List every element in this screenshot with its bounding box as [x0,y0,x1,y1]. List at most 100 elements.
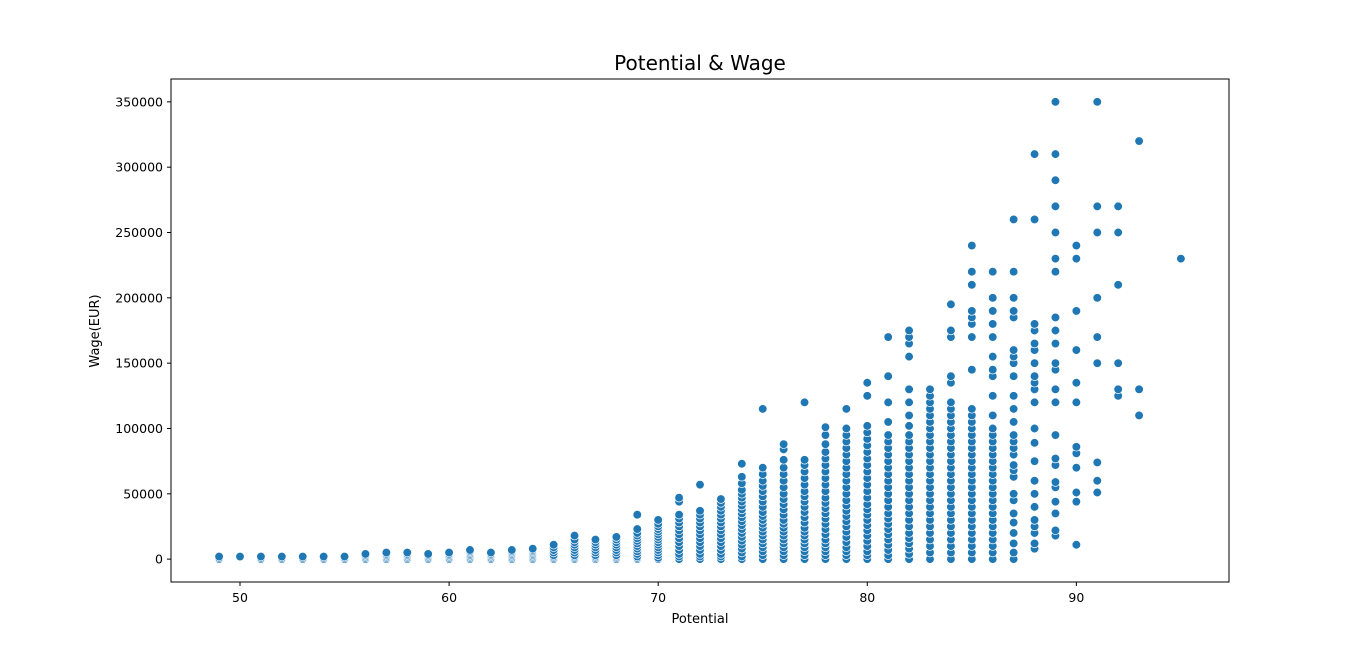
scatter-point [1029,149,1040,159]
scatter-point [256,551,266,562]
scatter-point [1008,430,1019,440]
scatter-point [1113,227,1123,238]
scatter-point [1050,253,1061,264]
scatter-point [1050,384,1061,394]
scatter-point [1092,293,1102,303]
scatter-point [674,493,684,503]
scatter-point [988,306,998,316]
scatter-point [507,545,517,555]
scatter-point [883,430,893,440]
x-tick-label: 70 [650,590,666,605]
scatter-point [339,551,350,562]
scatter-point [1050,312,1061,323]
scatter-point [1134,384,1144,394]
chart-title: Potential & Wage [614,51,786,75]
scatter-point [1029,423,1040,434]
x-axis-label: Potential [672,612,729,627]
scatter-point [1029,397,1040,408]
points-layer [214,97,1186,564]
scatter-point [1050,477,1061,487]
scatter-point [1092,487,1102,498]
scatter-point [423,549,433,559]
scatter-point [820,422,831,432]
scatter-point [946,325,956,336]
scatter-point [1029,502,1040,512]
scatter-point [1092,332,1102,342]
scatter-point [883,332,893,342]
y-tick-label: 350000 [115,94,163,109]
scatter-point [1008,267,1019,277]
x-axis-ticks: 50 60 70 80 90 [232,582,1084,605]
scatter-point [988,391,998,401]
scatter-point [1008,538,1019,549]
scatter-point [862,378,872,388]
scatter-point [277,551,287,562]
scatter-point [1071,253,1082,264]
scatter-point [1050,508,1061,519]
y-tick-label: 100000 [115,421,163,436]
scatter-point [1008,391,1019,401]
scatter-point [778,439,789,449]
scatter-point [1008,528,1019,538]
scatter-point [946,397,956,408]
scatter-point [1071,487,1082,498]
scatter-point [904,351,914,362]
scatter-point [1008,404,1019,414]
scatter-point [1050,338,1061,349]
scatter-point [632,510,642,520]
scatter-point [758,463,768,473]
y-tick-label: 150000 [115,356,163,371]
scatter-point [778,455,789,465]
scatter-point [988,319,998,329]
scatter-point [611,532,622,542]
scatter-point [381,547,392,558]
scatter-point [820,439,831,449]
x-tick-label: 60 [441,590,457,605]
scatter-point [1029,438,1040,448]
y-tick-label: 200000 [115,290,163,305]
scatter-point [1113,384,1123,394]
scatter-point [1029,338,1040,349]
x-tick-label: 80 [859,590,875,605]
scatter-point [298,551,308,562]
scatter-point [925,384,935,394]
scatter-point [674,510,684,520]
scatter-point [402,547,412,558]
scatter-point [1071,540,1082,550]
scatter-point [778,463,789,473]
scatter-point [904,410,914,421]
scatter-point [1071,240,1082,251]
plot-frame [170,78,1230,583]
y-tick-label: 300000 [115,160,163,175]
scatter-point [1134,136,1144,146]
scatter-point [1071,345,1082,355]
y-tick-label: 50000 [123,486,163,501]
scatter-point [1050,497,1061,507]
scatter-point [737,472,747,482]
scatter-point [1071,497,1082,507]
scatter-point [1008,293,1019,303]
scatter-point [967,280,977,290]
scatter-point [967,404,977,414]
x-tick-label: 90 [1068,590,1084,605]
scatter-point [988,410,998,421]
scatter-point [1071,306,1082,316]
scatter-point [1092,97,1102,107]
scatter-point [1113,280,1123,290]
scatter-point [1029,515,1040,525]
scatter-point [1092,358,1102,368]
scatter-point [528,544,538,554]
scatter-point [988,267,998,277]
scatter-point [904,421,914,431]
scatter-point [1071,397,1082,408]
scatter-point [967,240,977,251]
scatter-point [1050,97,1061,107]
scatter-point [988,423,998,434]
scatter-point [988,351,998,362]
scatter-point [716,494,726,504]
scatter-point [1008,508,1019,519]
x-tick-label: 50 [232,590,248,605]
scatter-point [904,384,914,394]
y-tick-label: 250000 [115,225,163,240]
